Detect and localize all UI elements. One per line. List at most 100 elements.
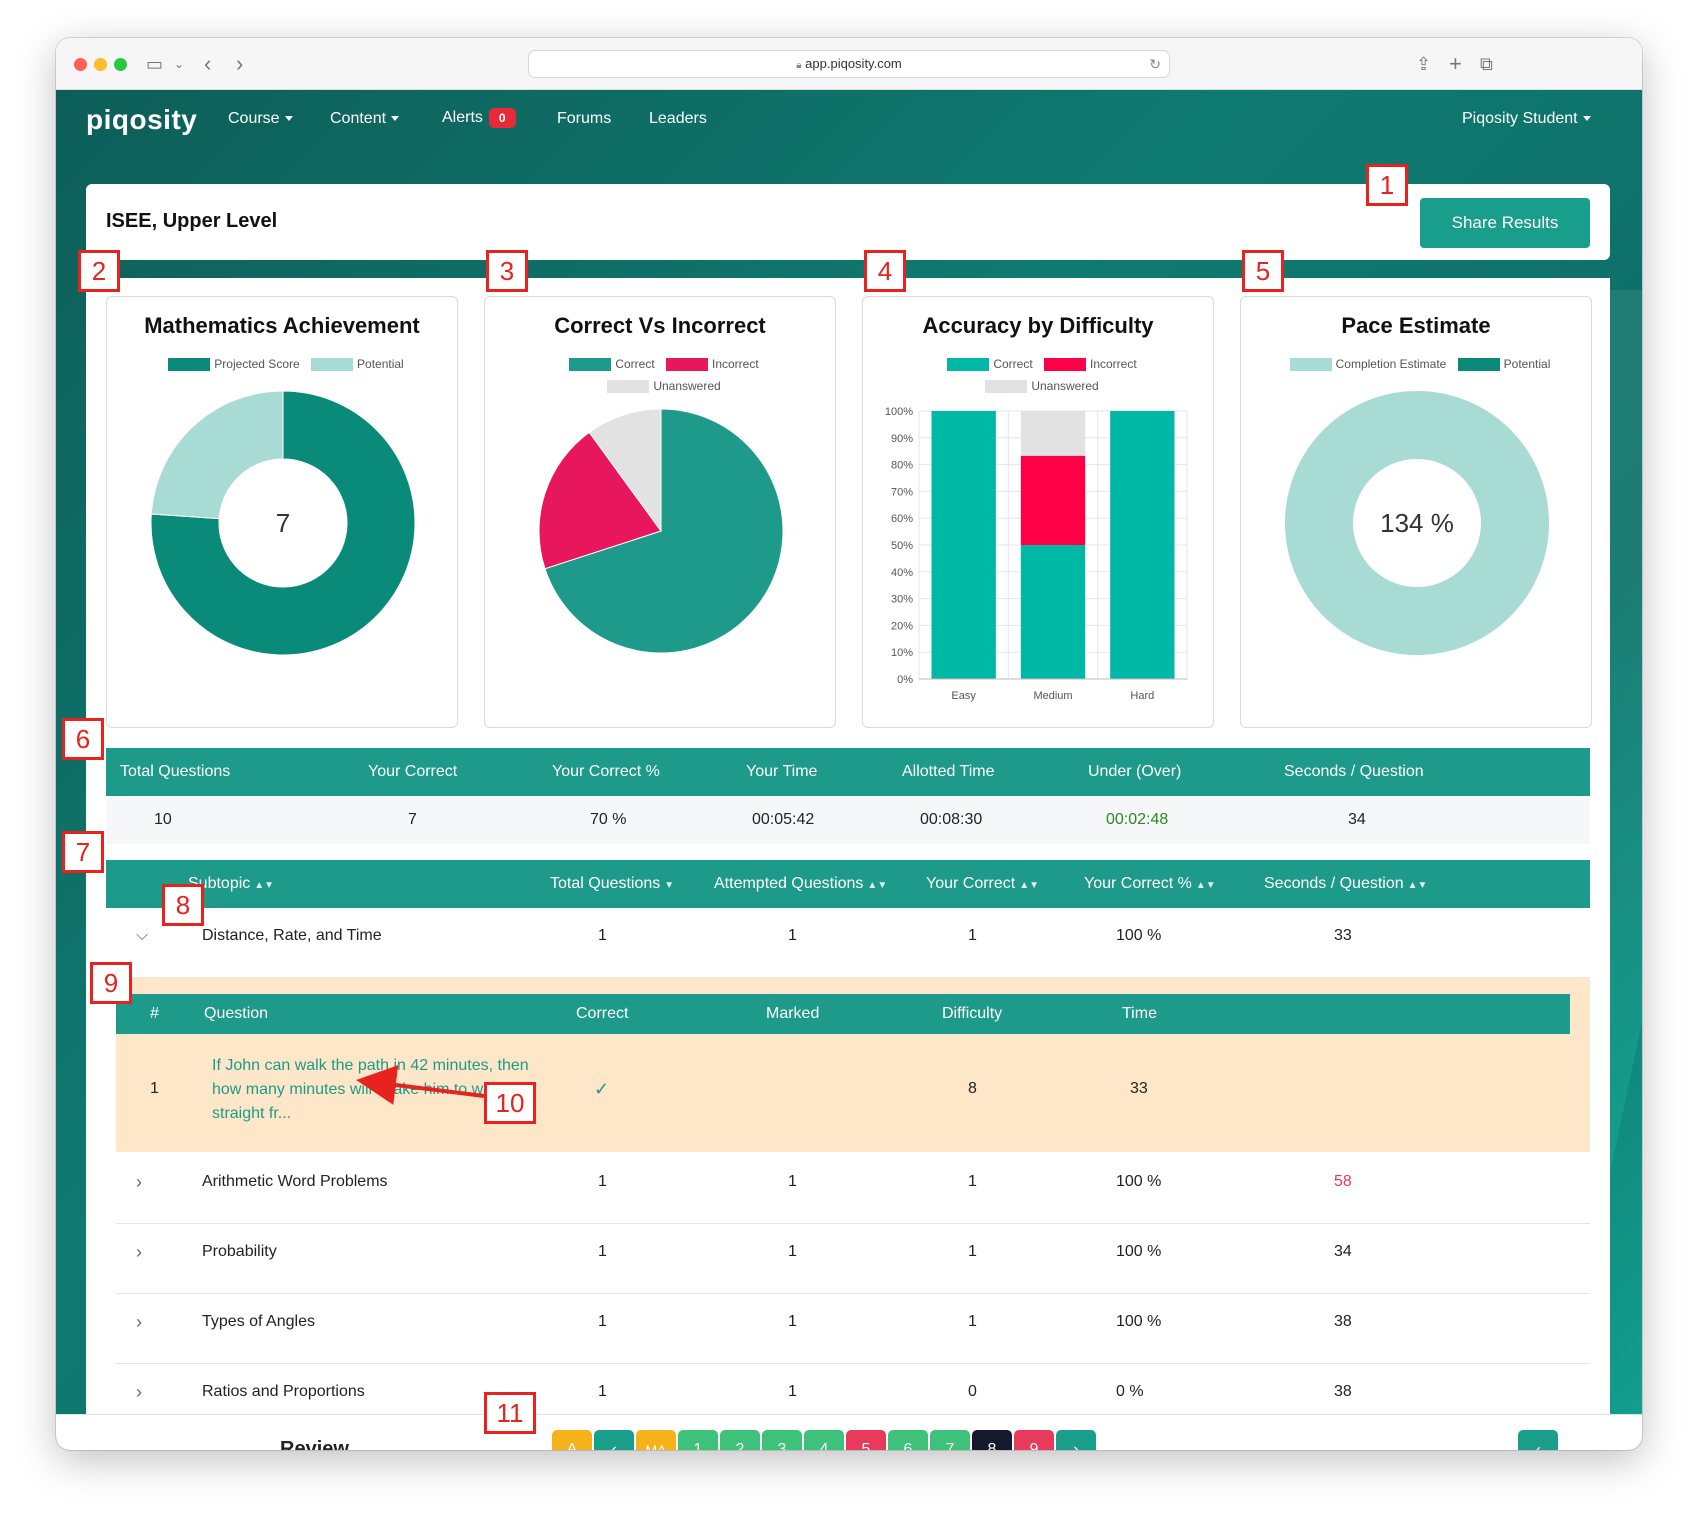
nav-forums[interactable]: Forums [557,110,612,127]
lock-icon: 🔒︎ [796,60,802,71]
column-header: Total Questions [550,875,661,892]
annotation-marker: 6 [62,718,104,760]
reload-icon[interactable]: ↻ [1149,56,1161,72]
collapse-back-button[interactable]: ‹ [1518,1430,1558,1450]
logo[interactable]: piqosity [86,104,198,135]
share-results-button[interactable]: Share Results [1420,198,1590,248]
x-tick-label: Medium [1033,690,1072,702]
legend-swatch [1044,358,1086,372]
user-menu[interactable]: Piqosity Student [1462,110,1591,128]
subtopic-name: Distance, Rate, and Time [202,927,382,944]
subtopic-row[interactable]: › Types of Angles 1 1 1 100 % 38 [116,1294,1590,1364]
review-question-button[interactable]: ‹ [594,1430,634,1450]
subtopic-row[interactable]: › Arithmetic Word Problems 1 1 1 100 % 5… [116,1154,1590,1224]
nav-alerts[interactable]: Alerts 0 [442,108,516,128]
column-header: # [150,1005,159,1022]
review-question-button[interactable]: 9 [1014,1430,1054,1450]
close-window-button[interactable] [74,58,87,71]
sort-seconds-per-question[interactable]: Seconds / Question ▲▼ [1264,860,1427,908]
forward-nav-icon[interactable]: › [236,51,244,76]
annotation-marker: 5 [1242,250,1284,292]
results-card: Mathematics Achievement Projected Score … [86,278,1610,1450]
review-question-button[interactable]: 4 [804,1430,844,1450]
nav-leaders[interactable]: Leaders [649,110,707,127]
zoom-window-button[interactable] [114,58,127,71]
seconds-per-question: 38 [1334,1313,1352,1330]
y-tick-label: 60% [891,513,913,525]
review-question-button[interactable]: 5 [846,1430,886,1450]
new-tab-icon[interactable]: + [1449,51,1462,76]
chevron-right-icon[interactable]: › [136,1382,142,1402]
donut-chart: 7 [150,390,416,656]
nav-course[interactable]: Course [228,110,293,128]
bar-segment [1020,411,1086,456]
sort-your-correct[interactable]: Your Correct ▲▼ [926,860,1039,908]
tabs-overview-icon[interactable]: ⧉ [1480,54,1493,74]
review-question-label: Review Question [280,1438,349,1450]
annotation-marker: 9 [90,962,132,1004]
minimize-window-button[interactable] [94,58,107,71]
back-nav-icon[interactable]: ‹ [204,51,212,76]
center-value: 7 [276,508,290,538]
seconds-per-question-value: 34 [1348,811,1366,828]
chevron-down-icon[interactable]: ⌵ [136,927,149,944]
alerts-badge: 0 [488,108,516,128]
pie-slice [544,408,784,654]
subtopic-row[interactable]: › Probability 1 1 1 100 % 34 [116,1224,1590,1294]
url-text: app.piqosity.com [805,56,902,71]
center-value: 134 % [1380,508,1454,538]
review-question-button[interactable]: 6 [888,1430,928,1450]
page-title: ISEE, Upper Level [106,210,278,232]
column-header: Your Time [746,763,818,780]
y-tick-label: 80% [891,460,913,472]
summary-table-row: 10 7 70 % 00:05:42 00:08:30 00:02:48 34 [106,796,1590,844]
chevron-down-icon[interactable]: ⌄ [174,57,185,71]
chevron-right-icon[interactable]: › [136,1172,142,1192]
chevron-right-icon[interactable]: › [136,1312,142,1332]
x-tick-label: Easy [951,690,976,702]
pie-slice [150,390,284,520]
review-question-button[interactable]: A [552,1430,592,1450]
sort-attempted-questions[interactable]: Attempted Questions ▲▼ [714,860,887,908]
sort-icon: ▲▼ [1407,880,1428,891]
review-question-button[interactable]: MA [636,1430,676,1450]
sidebar-toggle-icon[interactable]: ▭ [146,54,164,74]
subtopic-row[interactable]: ⌵ Distance, Rate, and Time 1 1 1 100 % 3… [116,908,1590,978]
y-tick-label: 70% [891,486,913,498]
pie-chart [538,408,784,654]
chevron-right-icon[interactable]: › [136,1242,142,1262]
sort-desc-icon: ▼ [664,880,675,891]
legend-swatch [607,380,650,394]
review-question-button[interactable]: › [1056,1430,1096,1450]
chart-legend: Correct Incorrect Unanswered [863,353,1213,397]
address-bar[interactable]: 🔒︎ app.piqosity.com ↻ [528,50,1170,78]
subtopic-name: Probability [202,1243,277,1260]
column-header: Difficulty [942,1005,1003,1022]
your-correct: 0 [968,1383,977,1400]
total-questions: 1 [598,1243,607,1260]
sort-your-correct-pct[interactable]: Your Correct % ▲▼ [1084,860,1216,908]
legend-label: Potential [357,357,404,371]
review-question-button[interactable]: 3 [762,1430,802,1450]
subtopic-name: Ratios and Proportions [202,1383,365,1400]
review-question-button[interactable]: 8 [972,1430,1012,1450]
total-questions: 1 [598,1313,607,1330]
accuracy-by-difficulty-chart: Accuracy by Difficulty Correct Incorrect… [862,296,1214,728]
legend-label: Projected Score [214,357,300,371]
annotation-marker: 11 [484,1392,536,1434]
chart-title: Mathematics Achievement [144,313,420,338]
chart-legend: Completion Estimate Potential [1241,353,1591,375]
annotation-marker: 8 [162,884,204,926]
share-icon[interactable]: ⇪ [1416,54,1432,74]
nav-content[interactable]: Content [330,110,400,128]
chart-title: Accuracy by Difficulty [922,313,1154,338]
review-question-button[interactable]: 7 [930,1430,970,1450]
review-question-button[interactable]: 2 [720,1430,760,1450]
column-header: Attempted Questions [714,875,864,892]
annotation-marker: 2 [78,250,120,292]
review-question-button[interactable]: 1 [678,1430,718,1450]
sort-total-questions[interactable]: Total Questions ▼ [550,860,674,908]
question-difficulty: 8 [968,1080,977,1097]
question-table-header: # Question Correct Marked Difficulty Tim… [116,994,1570,1034]
attempted-questions: 1 [788,1173,797,1190]
